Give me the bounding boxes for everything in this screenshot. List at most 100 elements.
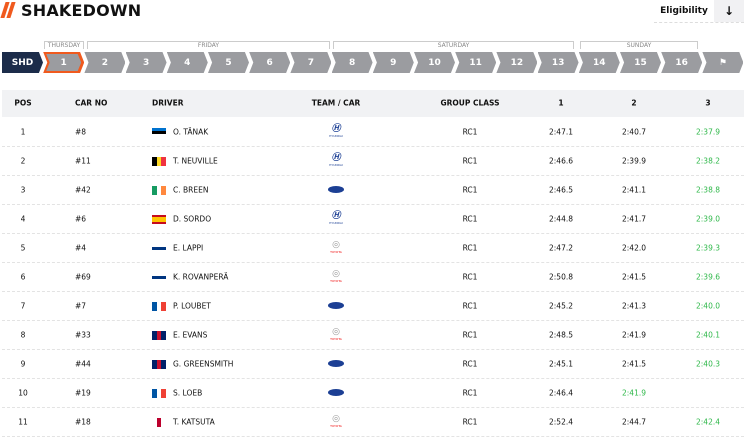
position: 9: [20, 359, 26, 369]
country-flag-icon: [152, 157, 167, 166]
driver-name: E. LAPPI: [173, 243, 204, 253]
stage-9[interactable]: 9: [372, 52, 414, 73]
stage-time-3: 2:39.6: [696, 272, 720, 282]
driver-name: T. KATSUTA: [173, 417, 215, 427]
stage-5[interactable]: 5: [208, 52, 249, 73]
arrow-down-icon[interactable]: ↓: [714, 0, 744, 22]
brand-slash-icon: [0, 2, 16, 18]
table-row[interactable]: 8 #33 E. EVANS ◎ TOYOTA RC1 2:48.5 2:41.9 2:40.1: [2, 321, 744, 350]
car-number: #11: [75, 156, 91, 166]
team-logo-ford-icon: [327, 299, 345, 313]
stage-time-1: 2:46.4: [549, 388, 573, 398]
table-row[interactable]: 1 #8 O. TÄNAK Ⓗ HYUNDAI RC1 2:47.1 2:40.7 2:37.9: [2, 118, 744, 147]
stage-15[interactable]: 15: [620, 52, 661, 73]
stage-2[interactable]: 2: [84, 52, 126, 73]
driver-name: O. TÄNAK: [173, 127, 209, 137]
table-row[interactable]: 6 #69 K. ROVANPERÄ ◎ TOYOTA RC1 2:50.8 2:41.5 2:…: [2, 263, 744, 292]
team-logo-hyundai-icon: Ⓗ HYUNDAI: [329, 153, 343, 168]
page-title: SHAKEDOWN: [0, 0, 142, 20]
country-flag-icon: [152, 389, 167, 398]
column-header-car-no[interactable]: CAR NO: [75, 98, 108, 108]
driver-name: G. GREENSMITH: [173, 359, 234, 369]
position: 8: [20, 330, 26, 340]
country-flag-icon: [152, 128, 166, 137]
car-number: #4: [75, 243, 87, 253]
column-header-2[interactable]: 2: [631, 98, 637, 108]
table-row[interactable]: 5 #4 E. LAPPI ◎ TOYOTA RC1 2:47.2 2:42.0 2:39.3: [2, 234, 744, 263]
stage-time-1: 2:52.4: [549, 417, 573, 427]
team-logo-ford-icon: [327, 357, 345, 371]
stage-label: 1: [46, 54, 82, 71]
stage-time-2: 2:41.5: [622, 272, 646, 282]
stage-time-3: 2:39.0: [696, 214, 720, 224]
position: 3: [20, 185, 26, 195]
stage-13[interactable]: 13: [537, 52, 579, 73]
table-row[interactable]: 3 #42 C. BREEN RC1 2:46.5 2:41.1 2:38.8: [2, 176, 744, 205]
position: 10: [18, 388, 28, 398]
team-logo-hyundai-icon: Ⓗ HYUNDAI: [329, 124, 343, 139]
stage-14[interactable]: 14: [578, 52, 620, 73]
stage-time-2: 2:41.3: [622, 301, 646, 311]
eligibility-button[interactable]: Eligibility: [660, 6, 708, 16]
stage-time-3: 2:40.3: [696, 359, 720, 369]
stage-12[interactable]: 12: [496, 52, 538, 73]
table-row[interactable]: 4 #6 D. SORDO Ⓗ HYUNDAI RC1 2:44.8 2:41.7 2:39.0: [2, 205, 744, 234]
stage-16[interactable]: 16: [661, 52, 703, 73]
stage-3[interactable]: 3: [125, 52, 167, 73]
stage-7[interactable]: 7: [290, 52, 332, 73]
stage-time-1: 2:46.5: [549, 185, 573, 195]
stage-1[interactable]: 1: [43, 52, 85, 73]
stage-11[interactable]: 11: [455, 52, 497, 73]
page-title-text: SHAKEDOWN: [21, 0, 142, 20]
car-number: #6: [75, 214, 87, 224]
position: 4: [20, 214, 26, 224]
stage-time-2: 2:44.7: [622, 417, 646, 427]
team-logo-toyota-icon: ◎ TOYOTA: [330, 327, 342, 342]
column-header-driver[interactable]: DRIVER: [152, 98, 184, 108]
stage-time-2: 2:42.0: [622, 243, 646, 253]
team-logo-toyota-icon: ◎ TOYOTA: [330, 414, 342, 429]
stage-time-1: 2:47.2: [549, 243, 573, 253]
country-flag-icon: [152, 418, 167, 427]
country-flag-icon: [152, 302, 167, 311]
stage-10[interactable]: 10: [414, 52, 455, 73]
table-row[interactable]: 9 #44 G. GREENSMITH RC1 2:45.1 2:41.5 2:40.3: [2, 350, 744, 379]
stage-time-2: 2:41.9: [622, 388, 646, 398]
table-row[interactable]: 7 #7 P. LOUBET RC1 2:45.2 2:41.3 2:40.0: [2, 292, 744, 321]
stage-time-2: 2:41.9: [622, 330, 646, 340]
eligibility-control[interactable]: Eligibility ↓: [654, 0, 744, 23]
stage-time-2: 2:41.5: [622, 359, 646, 369]
stage-time-2: 2:41.1: [622, 185, 646, 195]
column-header-group-class[interactable]: GROUP CLASS: [440, 98, 500, 108]
stage-time-2: 2:39.9: [622, 156, 646, 166]
team-logo-hyundai-icon: Ⓗ HYUNDAI: [329, 211, 343, 226]
group-class: RC1: [462, 330, 478, 340]
team-logo-toyota-icon: ◎ TOYOTA: [330, 240, 342, 255]
driver-name: P. LOUBET: [173, 301, 211, 311]
column-header-team-car[interactable]: TEAM / CAR: [311, 98, 361, 108]
stage-4[interactable]: 4: [166, 52, 208, 73]
table-row[interactable]: 11 #18 T. KATSUTA ◎ TOYOTA RC1 2:52.4 2:44.7 2:4…: [2, 408, 744, 437]
stage-time-1: 2:45.1: [549, 359, 573, 369]
column-header-1[interactable]: 1: [558, 98, 564, 108]
day-label-friday: FRIDAY: [87, 41, 330, 49]
country-flag-icon: [152, 215, 166, 224]
position: 6: [20, 272, 26, 282]
day-label-sunday: SUNDAY: [580, 41, 698, 49]
car-number: #69: [75, 272, 91, 282]
stage-8[interactable]: 8: [331, 52, 373, 73]
stage-6[interactable]: 6: [249, 52, 291, 73]
driver-name: T. NEUVILLE: [173, 156, 218, 166]
stage-finish[interactable]: ⚑: [702, 52, 744, 73]
group-class: RC1: [462, 417, 478, 427]
position: 1: [20, 127, 26, 137]
table-row[interactable]: 2 #11 T. NEUVILLE Ⓗ HYUNDAI RC1 2:46.6 2:39.9 2:…: [2, 147, 744, 176]
table-row[interactable]: 10 #19 S. LOEB RC1 2:46.4 2:41.9: [2, 379, 744, 408]
stage-time-1: 2:50.8: [549, 272, 573, 282]
stage-shd[interactable]: SHD: [2, 52, 43, 73]
driver-name: D. SORDO: [173, 214, 212, 224]
column-header-pos[interactable]: POS: [14, 98, 32, 108]
group-class: RC1: [462, 272, 478, 282]
table-header: POS CAR NO DRIVER TEAM / CAR GROUP CLASS 1 2 3: [2, 90, 744, 117]
column-header-3[interactable]: 3: [705, 98, 711, 108]
